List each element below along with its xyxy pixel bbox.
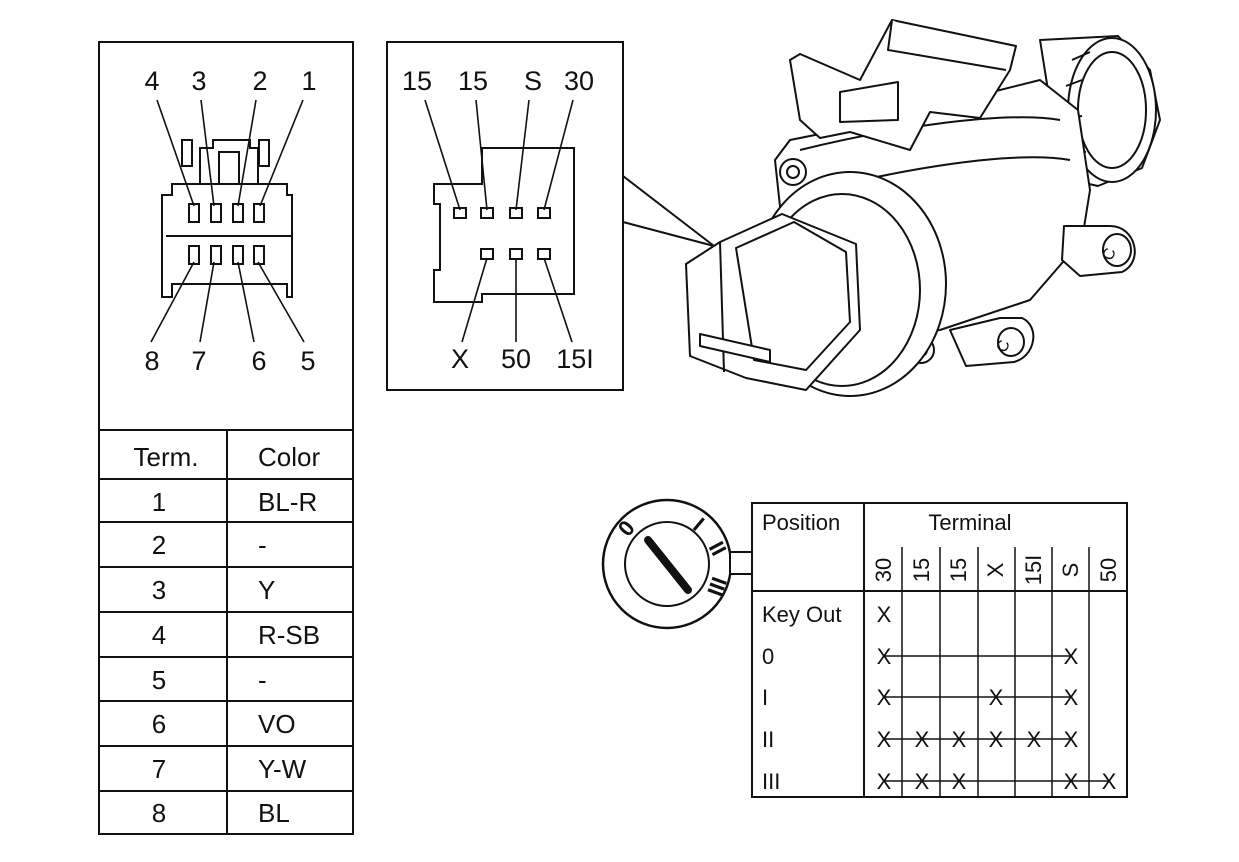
pin-leader-lines — [150, 99, 305, 343]
connection-mark: X — [915, 769, 930, 794]
switch-position-table: Position Terminal 30 15 15 X 15I S 50 Key Out X… — [751, 502, 1128, 798]
pin-cavity — [210, 203, 222, 223]
terminal-columns: 30 15 15 X 15I S 50 — [871, 547, 1121, 797]
wire-color-cell: Y-W — [258, 754, 307, 784]
detail-label-15i: 15I — [556, 344, 594, 374]
connection-mark: X — [1102, 769, 1117, 794]
wire-color-cell: BL-R — [258, 487, 317, 517]
connection-mark: X — [877, 727, 892, 752]
detail-label-x: X — [451, 344, 469, 374]
wire-term-cell: 3 — [152, 575, 166, 605]
detail-label-15b: 15 — [458, 66, 488, 96]
wire-color-cell: VO — [258, 709, 296, 739]
connector-pin-cavities — [188, 203, 265, 265]
pin-label-1: 1 — [301, 66, 316, 96]
terminal-column-label: X — [983, 562, 1008, 577]
connection-mark: X — [915, 727, 930, 752]
pin-cavity — [232, 245, 244, 265]
connection-mark: X — [989, 685, 1004, 710]
terminal-header: Terminal — [928, 510, 1011, 535]
terminal-column-label: 15I — [1021, 555, 1046, 586]
detail-label-30: 30 — [564, 66, 594, 96]
wire-term-cell: 6 — [152, 709, 166, 739]
terminal-column-label: 30 — [871, 558, 896, 582]
detail-connector-outline — [433, 147, 575, 303]
detail-leader-lines — [424, 99, 574, 343]
pin-label-4: 4 — [144, 66, 159, 96]
terminal-column-label: S — [1058, 563, 1083, 578]
connection-mark: X — [877, 769, 892, 794]
pin-label-3: 3 — [191, 66, 206, 96]
wire-term-cell: 7 — [152, 754, 166, 784]
detail-label-15a: 15 — [402, 66, 432, 96]
connection-mark: X — [952, 727, 967, 752]
key-slot-icon — [644, 536, 692, 594]
wire-term-cell: 8 — [152, 798, 166, 828]
connection-mark: X — [877, 685, 892, 710]
connection-mark: X — [952, 769, 967, 794]
pin-cavity — [232, 203, 244, 223]
position-row-label: II — [762, 727, 774, 752]
connection-mark: X — [1064, 727, 1079, 752]
connection-mark: X — [989, 727, 1004, 752]
wire-color-cell: R-SB — [258, 620, 320, 650]
position-row-label: III — [762, 769, 780, 794]
pin-cavity — [210, 245, 222, 265]
connection-mark: X — [1064, 644, 1079, 669]
position-row-label: I — [762, 685, 768, 710]
wire-color-cell: BL — [258, 798, 290, 828]
connection-mark: X — [1064, 769, 1079, 794]
wire-term-cell: 2 — [152, 530, 166, 560]
terminal-cavity — [509, 248, 523, 260]
position-row-label: Key Out — [762, 602, 841, 627]
pin-label-2: 2 — [252, 66, 267, 96]
key-switch-dial: 0 I II III — [601, 498, 753, 630]
position-row-label: 0 — [762, 644, 774, 669]
wire-color-cell: - — [258, 530, 267, 560]
detail-label-s: S — [524, 66, 542, 96]
mount-mark-2: C — [994, 338, 1014, 355]
terminal-column-label: 15 — [946, 558, 971, 582]
connector-panel: 4 3 2 1 8 7 6 5 — [98, 41, 354, 835]
pin-cavity — [188, 203, 200, 223]
position-header: Position — [762, 510, 840, 535]
table-header-term: Term. — [134, 442, 199, 472]
terminal-column-label: 15 — [909, 558, 934, 582]
wire-term-cell: 4 — [152, 620, 166, 650]
wire-color-cell: Y — [258, 575, 275, 605]
terminal-column-label: 50 — [1096, 558, 1121, 582]
connection-mark: X — [1064, 685, 1079, 710]
wire-color-table: Term. Color 1 BL-R 2 - 3 Y 4 R-SB 5 - 6 VO 7 Y-W 8 BL — [99, 430, 353, 834]
wire-color-cell: - — [258, 665, 267, 695]
ignition-switch-illustration — [685, 19, 1161, 397]
mount-mark-1: C — [1100, 246, 1120, 263]
detail-terminal-cavities — [453, 207, 551, 260]
pin-label-5: 5 — [300, 346, 315, 376]
pin-label-7: 7 — [191, 346, 206, 376]
connector-face-drawing — [161, 139, 293, 298]
pin-label-8: 8 — [144, 346, 159, 376]
connection-mark: X — [877, 602, 892, 627]
connection-mark: X — [1027, 727, 1042, 752]
wire-term-cell: 5 — [152, 665, 166, 695]
terminal-detail-panel: 15 15 S 30 X 50 15I — [386, 41, 715, 391]
table-header-color: Color — [258, 442, 320, 472]
pin-cavity — [253, 203, 265, 223]
wire-table-rows: 1 BL-R 2 - 3 Y 4 R-SB 5 - 6 VO 7 Y-W 8 BL — [152, 487, 320, 828]
terminal-cavity — [480, 248, 494, 260]
pin-label-6: 6 — [251, 346, 266, 376]
terminal-cavity — [537, 248, 551, 260]
connection-mark: X — [877, 644, 892, 669]
magnifier-lines — [622, 175, 715, 247]
detail-label-50: 50 — [501, 344, 531, 374]
wire-term-cell: 1 — [152, 487, 166, 517]
pin-cavity — [188, 245, 200, 265]
pin-cavity — [253, 245, 265, 265]
